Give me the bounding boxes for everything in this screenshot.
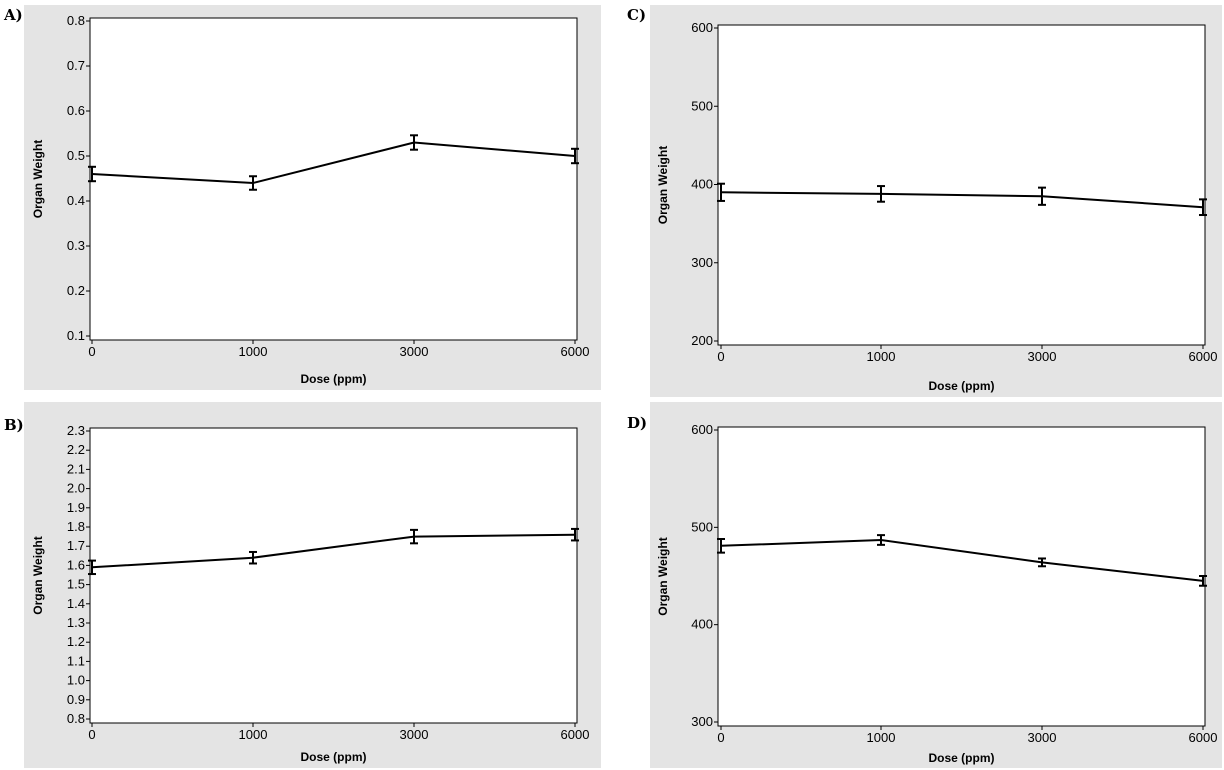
- y-tick-label: 600: [691, 422, 713, 437]
- error-bar: [571, 147, 579, 165]
- series-line: [91, 533, 576, 569]
- error-bar: [717, 538, 725, 554]
- x-tick-label: 6000: [561, 727, 590, 742]
- y-tick-label: 0.5: [67, 148, 85, 163]
- error-bar: [1199, 575, 1207, 587]
- error-bar: [88, 165, 96, 183]
- x-tick-label: 1000: [239, 727, 268, 742]
- y-tick-label: 0.1: [67, 328, 85, 343]
- error-bar: [249, 550, 257, 565]
- x-axis-title: Dose (ppm): [929, 379, 995, 393]
- x-tick-label: 0: [717, 349, 724, 364]
- error-bar: [249, 175, 257, 191]
- y-tick-label: 2.1: [67, 461, 85, 476]
- y-tick-label: 0.9: [67, 692, 85, 707]
- y-axis-title: Organ Weight: [31, 140, 45, 218]
- y-tick-label: 0.3: [67, 238, 85, 253]
- y-tick-label: 1.7: [67, 538, 85, 553]
- x-axis-title: Dose (ppm): [301, 750, 367, 764]
- x-tick-label: 3000: [1028, 730, 1057, 745]
- x-axis-title: Dose (ppm): [301, 372, 367, 386]
- y-tick-label: 1.5: [67, 577, 85, 592]
- y-tick-label: 600: [691, 20, 713, 35]
- x-tick-label: 1000: [867, 349, 896, 364]
- plot-area: [717, 24, 1206, 346]
- y-tick-label: 500: [691, 519, 713, 534]
- series-line: [91, 141, 576, 185]
- chart-panel-1: A) 0.1 0.2 0.3 0.4 0.5 0.6 0.7 0.8 0 1000 3000 6000 D…: [3, 5, 601, 390]
- y-tick-label: 0.7: [67, 58, 85, 73]
- x-tick-label: 6000: [1189, 349, 1218, 364]
- series-line: [720, 538, 1204, 582]
- x-axis-title: Dose (ppm): [929, 751, 995, 765]
- y-tick-label: 300: [691, 714, 713, 729]
- error-bar: [410, 528, 418, 545]
- x-tick-label: 6000: [1189, 730, 1218, 745]
- y-axis-title: Organ Weight: [656, 146, 670, 224]
- y-tick-label: 400: [691, 177, 713, 192]
- y-tick-label: 0.2: [67, 283, 85, 298]
- panel-label: C): [627, 6, 646, 24]
- panel-label: A): [3, 6, 23, 24]
- plot-area: [717, 426, 1206, 727]
- plot-area: [89, 17, 578, 341]
- x-tick-label: 0: [88, 727, 95, 742]
- y-tick-label: 0.8: [67, 711, 85, 726]
- y-tick-label: 2.0: [67, 481, 85, 496]
- y-tick-label: 2.2: [67, 442, 85, 457]
- x-tick-label: 6000: [561, 344, 590, 359]
- error-bar: [1038, 186, 1046, 206]
- y-tick-label: 0.4: [67, 193, 85, 208]
- y-tick-label: 1.6: [67, 557, 85, 572]
- panel-label: D): [627, 414, 647, 432]
- x-tick-label: 0: [88, 344, 95, 359]
- error-bar: [1199, 198, 1207, 217]
- panel-label: B): [4, 416, 24, 434]
- y-tick-label: 1.3: [67, 615, 85, 630]
- y-tick-label: 0.8: [67, 13, 85, 28]
- x-tick-label: 3000: [1028, 349, 1057, 364]
- y-axis-title: Organ Weight: [656, 537, 670, 615]
- y-tick-label: 1.2: [67, 634, 85, 649]
- y-tick-label: 1.9: [67, 500, 85, 515]
- error-bar: [877, 534, 885, 546]
- y-tick-label: 2.3: [67, 423, 85, 438]
- y-tick-label: 400: [691, 617, 713, 632]
- error-bar: [571, 527, 579, 542]
- x-tick-label: 1000: [867, 730, 896, 745]
- y-tick-label: 1.1: [67, 653, 85, 668]
- series-line: [720, 191, 1204, 209]
- y-axis-title: Organ Weight: [31, 536, 45, 614]
- x-tick-label: 1000: [239, 344, 268, 359]
- error-bar: [88, 559, 96, 576]
- x-tick-label: 3000: [400, 344, 429, 359]
- y-tick-label: 300: [691, 255, 713, 270]
- y-tick-label: 1.8: [67, 519, 85, 534]
- chart-panel-2: B) 0.8 0.9 1.0 1.1 1.2 1.3 1.4 1.5 1.6 1.7 1.8 1.9 2.…: [4, 402, 601, 768]
- y-tick-label: 1.0: [67, 673, 85, 688]
- error-bar: [1038, 557, 1046, 568]
- error-bar: [717, 182, 725, 202]
- error-bar: [877, 185, 885, 203]
- x-tick-label: 3000: [400, 727, 429, 742]
- error-bar: [410, 134, 418, 151]
- x-tick-label: 0: [717, 730, 724, 745]
- y-tick-label: 500: [691, 98, 713, 113]
- y-tick-label: 200: [691, 333, 713, 348]
- plot-area: [89, 427, 578, 724]
- y-tick-label: 1.4: [67, 596, 85, 611]
- y-tick-label: 0.6: [67, 103, 85, 118]
